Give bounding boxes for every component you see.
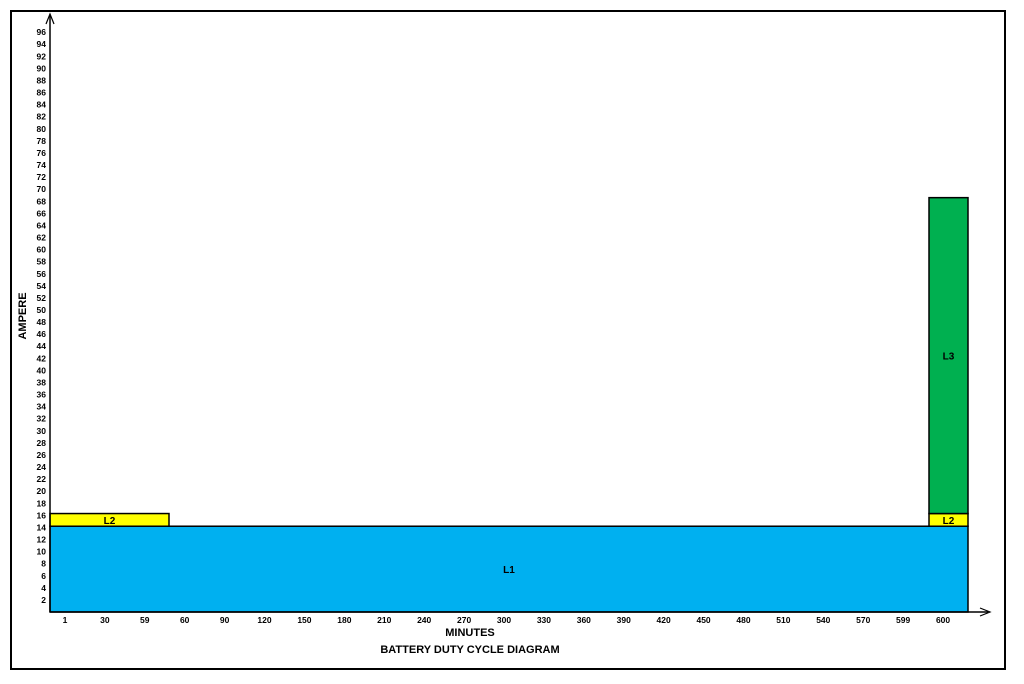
y-tick-label: 86 (37, 88, 47, 98)
y-tick-label: 94 (37, 39, 47, 49)
y-tick-label: 42 (37, 353, 47, 363)
x-tick-label: 420 (657, 615, 671, 625)
segment-label-l1-0: L1 (503, 565, 515, 576)
y-axis-label: AMPERE (17, 292, 29, 339)
x-tick-label: 210 (377, 615, 391, 625)
y-tick-label: 18 (37, 498, 47, 508)
y-tick-label: 62 (37, 233, 47, 243)
x-tick-label: 90 (220, 615, 230, 625)
segment-label-l2-1: L2 (104, 516, 116, 527)
x-tick-label: 480 (736, 615, 750, 625)
y-tick-label: 16 (37, 510, 47, 520)
x-tick-label: 600 (936, 615, 950, 625)
y-tick-label: 10 (37, 547, 47, 557)
y-axis-arrow-icon (45, 12, 55, 25)
x-axis-arrow-icon (979, 607, 992, 617)
y-tick-label: 2 (41, 595, 46, 605)
y-tick-label: 6 (41, 571, 46, 581)
x-axis-label: MINUTES (445, 627, 495, 639)
y-tick-label: 36 (37, 390, 47, 400)
x-tick-label: 60 (180, 615, 190, 625)
y-tick-label: 40 (37, 365, 47, 375)
y-tick-label: 38 (37, 377, 47, 387)
x-tick-label: 599 (896, 615, 910, 625)
y-tick-label: 56 (37, 269, 47, 279)
y-tick-label: 66 (37, 208, 47, 218)
y-tick-label: 46 (37, 329, 47, 339)
y-tick-label: 8 (41, 559, 46, 569)
y-tick-label: 48 (37, 317, 47, 327)
y-tick-label: 28 (37, 438, 47, 448)
x-tick-label: 270 (457, 615, 471, 625)
y-tick-label: 96 (37, 27, 47, 37)
x-tick-label: 180 (337, 615, 351, 625)
x-tick-label: 240 (417, 615, 431, 625)
y-tick-label: 58 (37, 257, 47, 267)
y-tick-label: 20 (37, 486, 47, 496)
x-tick-label: 390 (617, 615, 631, 625)
y-tick-label: 34 (37, 402, 47, 412)
y-tick-label: 4 (41, 583, 46, 593)
y-tick-label: 84 (37, 100, 47, 110)
segment-l3-3 (928, 196, 969, 515)
y-tick-label: 60 (37, 245, 47, 255)
x-tick-label: 59 (140, 615, 150, 625)
chart-title: BATTERY DUTY CYCLE DIAGRAM (380, 644, 559, 656)
y-tick-label: 68 (37, 196, 47, 206)
y-tick-label: 92 (37, 51, 47, 61)
x-tick-label: 300 (497, 615, 511, 625)
segment-l1-0 (49, 525, 969, 613)
segment-label-l3-3: L3 (943, 352, 955, 363)
x-tick-label: 150 (297, 615, 311, 625)
y-tick-label: 24 (37, 462, 47, 472)
y-tick-label: 64 (37, 220, 47, 230)
x-tick-label: 120 (257, 615, 271, 625)
y-tick-label: 12 (37, 535, 47, 545)
y-tick-label: 52 (37, 293, 47, 303)
x-tick-label: 540 (816, 615, 830, 625)
y-tick-label: 32 (37, 414, 47, 424)
x-tick-label: 360 (577, 615, 591, 625)
x-tick-label: 570 (856, 615, 870, 625)
x-tick-label: 330 (537, 615, 551, 625)
y-tick-label: 72 (37, 172, 47, 182)
y-tick-label: 82 (37, 112, 47, 122)
y-tick-label: 80 (37, 124, 47, 134)
y-tick-label: 74 (37, 160, 47, 170)
segment-label-l2-2: L2 (943, 516, 955, 527)
y-tick-label: 22 (37, 474, 47, 484)
chart-frame (10, 10, 1006, 670)
y-tick-label: 90 (37, 63, 47, 73)
x-tick-label: 510 (776, 615, 790, 625)
y-tick-label: 44 (37, 341, 47, 351)
y-tick-label: 26 (37, 450, 47, 460)
y-tick-label: 88 (37, 75, 47, 85)
x-tick-label: 30 (100, 615, 110, 625)
y-tick-label: 50 (37, 305, 47, 315)
y-tick-label: 78 (37, 136, 47, 146)
x-tick-label: 1 (63, 615, 68, 625)
y-tick-label: 30 (37, 426, 47, 436)
y-tick-label: 54 (37, 281, 47, 291)
x-tick-label: 450 (696, 615, 710, 625)
y-tick-label: 70 (37, 184, 47, 194)
y-tick-label: 14 (37, 522, 47, 532)
y-tick-label: 76 (37, 148, 47, 158)
